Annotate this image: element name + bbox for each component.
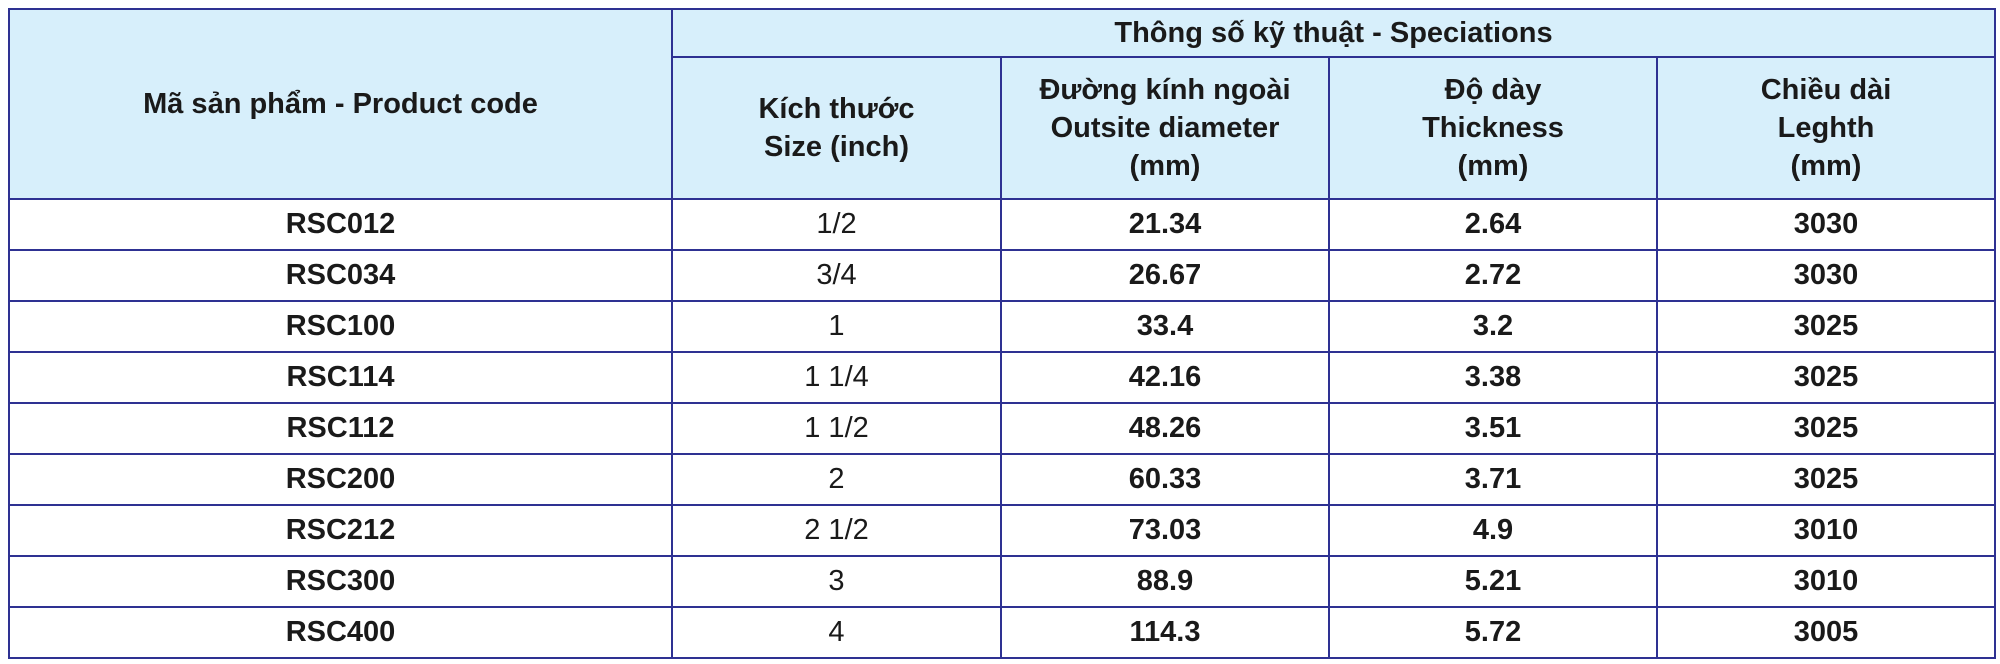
product-code: RSC012: [8, 198, 673, 251]
header-line: Kích thước: [758, 93, 915, 125]
header-row: Mã sản phẩm - Product code Thông số kỹ t…: [8, 8, 1996, 200]
cell: 3010: [1656, 555, 1996, 608]
cell: 73.03: [1000, 504, 1330, 557]
product-code: RSC300: [8, 555, 673, 608]
cell: 60.33: [1000, 453, 1330, 506]
header-line: Outsite diameter: [1050, 112, 1280, 144]
table-row: RSC034 3/4 26.67 2.72 3030: [8, 249, 1996, 302]
table-body: RSC012 1/2 21.34 2.64 3030 RSC034 3/4 26.67 2.72…: [8, 198, 1996, 659]
table-row: RSC212 2 1/2 73.03 4.9 3010: [8, 504, 1996, 557]
cell: 1 1/2: [671, 402, 1002, 455]
table-row: RSC114 1 1/4 42.16 3.38 3025: [8, 351, 1996, 404]
table-row: RSC112 1 1/2 48.26 3.51 3025: [8, 402, 1996, 455]
product-code: RSC400: [8, 606, 673, 659]
cell: 2 1/2: [671, 504, 1002, 557]
cell: 5.72: [1328, 606, 1658, 659]
cell: 3: [671, 555, 1002, 608]
table-row: RSC400 4 114.3 5.72 3005: [8, 606, 1996, 659]
product-code: RSC100: [8, 300, 673, 353]
table-row: RSC012 1/2 21.34 2.64 3030: [8, 198, 1996, 251]
header-line: Đường kính ngoài: [1039, 74, 1291, 106]
column-header: Độ dày Thickness (mm): [1328, 56, 1658, 200]
table-row: RSC100 1 33.4 3.2 3025: [8, 300, 1996, 353]
header-line: (mm): [1129, 150, 1201, 182]
cell: 26.67: [1000, 249, 1330, 302]
spec-table: Mã sản phẩm - Product code Thông số kỹ t…: [8, 8, 1996, 659]
column-header: Chiều dài Leghth (mm): [1656, 56, 1996, 200]
header-line: Độ dày: [1444, 74, 1542, 106]
table-row: RSC200 2 60.33 3.71 3025: [8, 453, 1996, 506]
cell: 3/4: [671, 249, 1002, 302]
cell: 48.26: [1000, 402, 1330, 455]
product-code: RSC114: [8, 351, 673, 404]
cell: 3.71: [1328, 453, 1658, 506]
product-code-header: Mã sản phẩm - Product code: [8, 8, 673, 200]
cell: 5.21: [1328, 555, 1658, 608]
cell: 3030: [1656, 198, 1996, 251]
cell: 3.2: [1328, 300, 1658, 353]
cell: 2: [671, 453, 1002, 506]
product-code: RSC034: [8, 249, 673, 302]
cell: 42.16: [1000, 351, 1330, 404]
cell: 33.4: [1000, 300, 1330, 353]
group-header: Thông số kỹ thuật - Speciations: [671, 8, 1996, 58]
header-line: Thickness: [1422, 112, 1564, 144]
header-line: Leghth: [1777, 112, 1875, 144]
cell: 2.64: [1328, 198, 1658, 251]
cell: 3025: [1656, 402, 1996, 455]
cell: 114.3: [1000, 606, 1330, 659]
header-line: (mm): [1457, 150, 1529, 182]
cell: 3005: [1656, 606, 1996, 659]
cell: 1 1/4: [671, 351, 1002, 404]
cell: 3010: [1656, 504, 1996, 557]
product-code: RSC212: [8, 504, 673, 557]
cell: 3025: [1656, 453, 1996, 506]
cell: 3.38: [1328, 351, 1658, 404]
cell: 3030: [1656, 249, 1996, 302]
header-line: Size (inch): [763, 131, 909, 163]
cell: 88.9: [1000, 555, 1330, 608]
header-line: (mm): [1790, 150, 1862, 182]
product-code: RSC200: [8, 453, 673, 506]
cell: 4.9: [1328, 504, 1658, 557]
header-line: Chiều dài: [1760, 74, 1892, 106]
cell: 1: [671, 300, 1002, 353]
cell: 3025: [1656, 351, 1996, 404]
product-code: RSC112: [8, 402, 673, 455]
cell: 2.72: [1328, 249, 1658, 302]
header-row: Kích thước Size (inch) Đường kính ngoài Out…: [9, 56, 1996, 200]
table-header: Mã sản phẩm - Product code Thông số kỹ t…: [8, 8, 1996, 200]
cell: 21.34: [1000, 198, 1330, 251]
column-header: Đường kính ngoài Outsite diameter (mm): [1000, 56, 1330, 200]
column-header: Kích thước Size (inch): [671, 56, 1002, 200]
cell: 1/2: [671, 198, 1002, 251]
table-row: RSC300 3 88.9 5.21 3010: [8, 555, 1996, 608]
cell: 3.51: [1328, 402, 1658, 455]
cell: 4: [671, 606, 1002, 659]
cell: 3025: [1656, 300, 1996, 353]
